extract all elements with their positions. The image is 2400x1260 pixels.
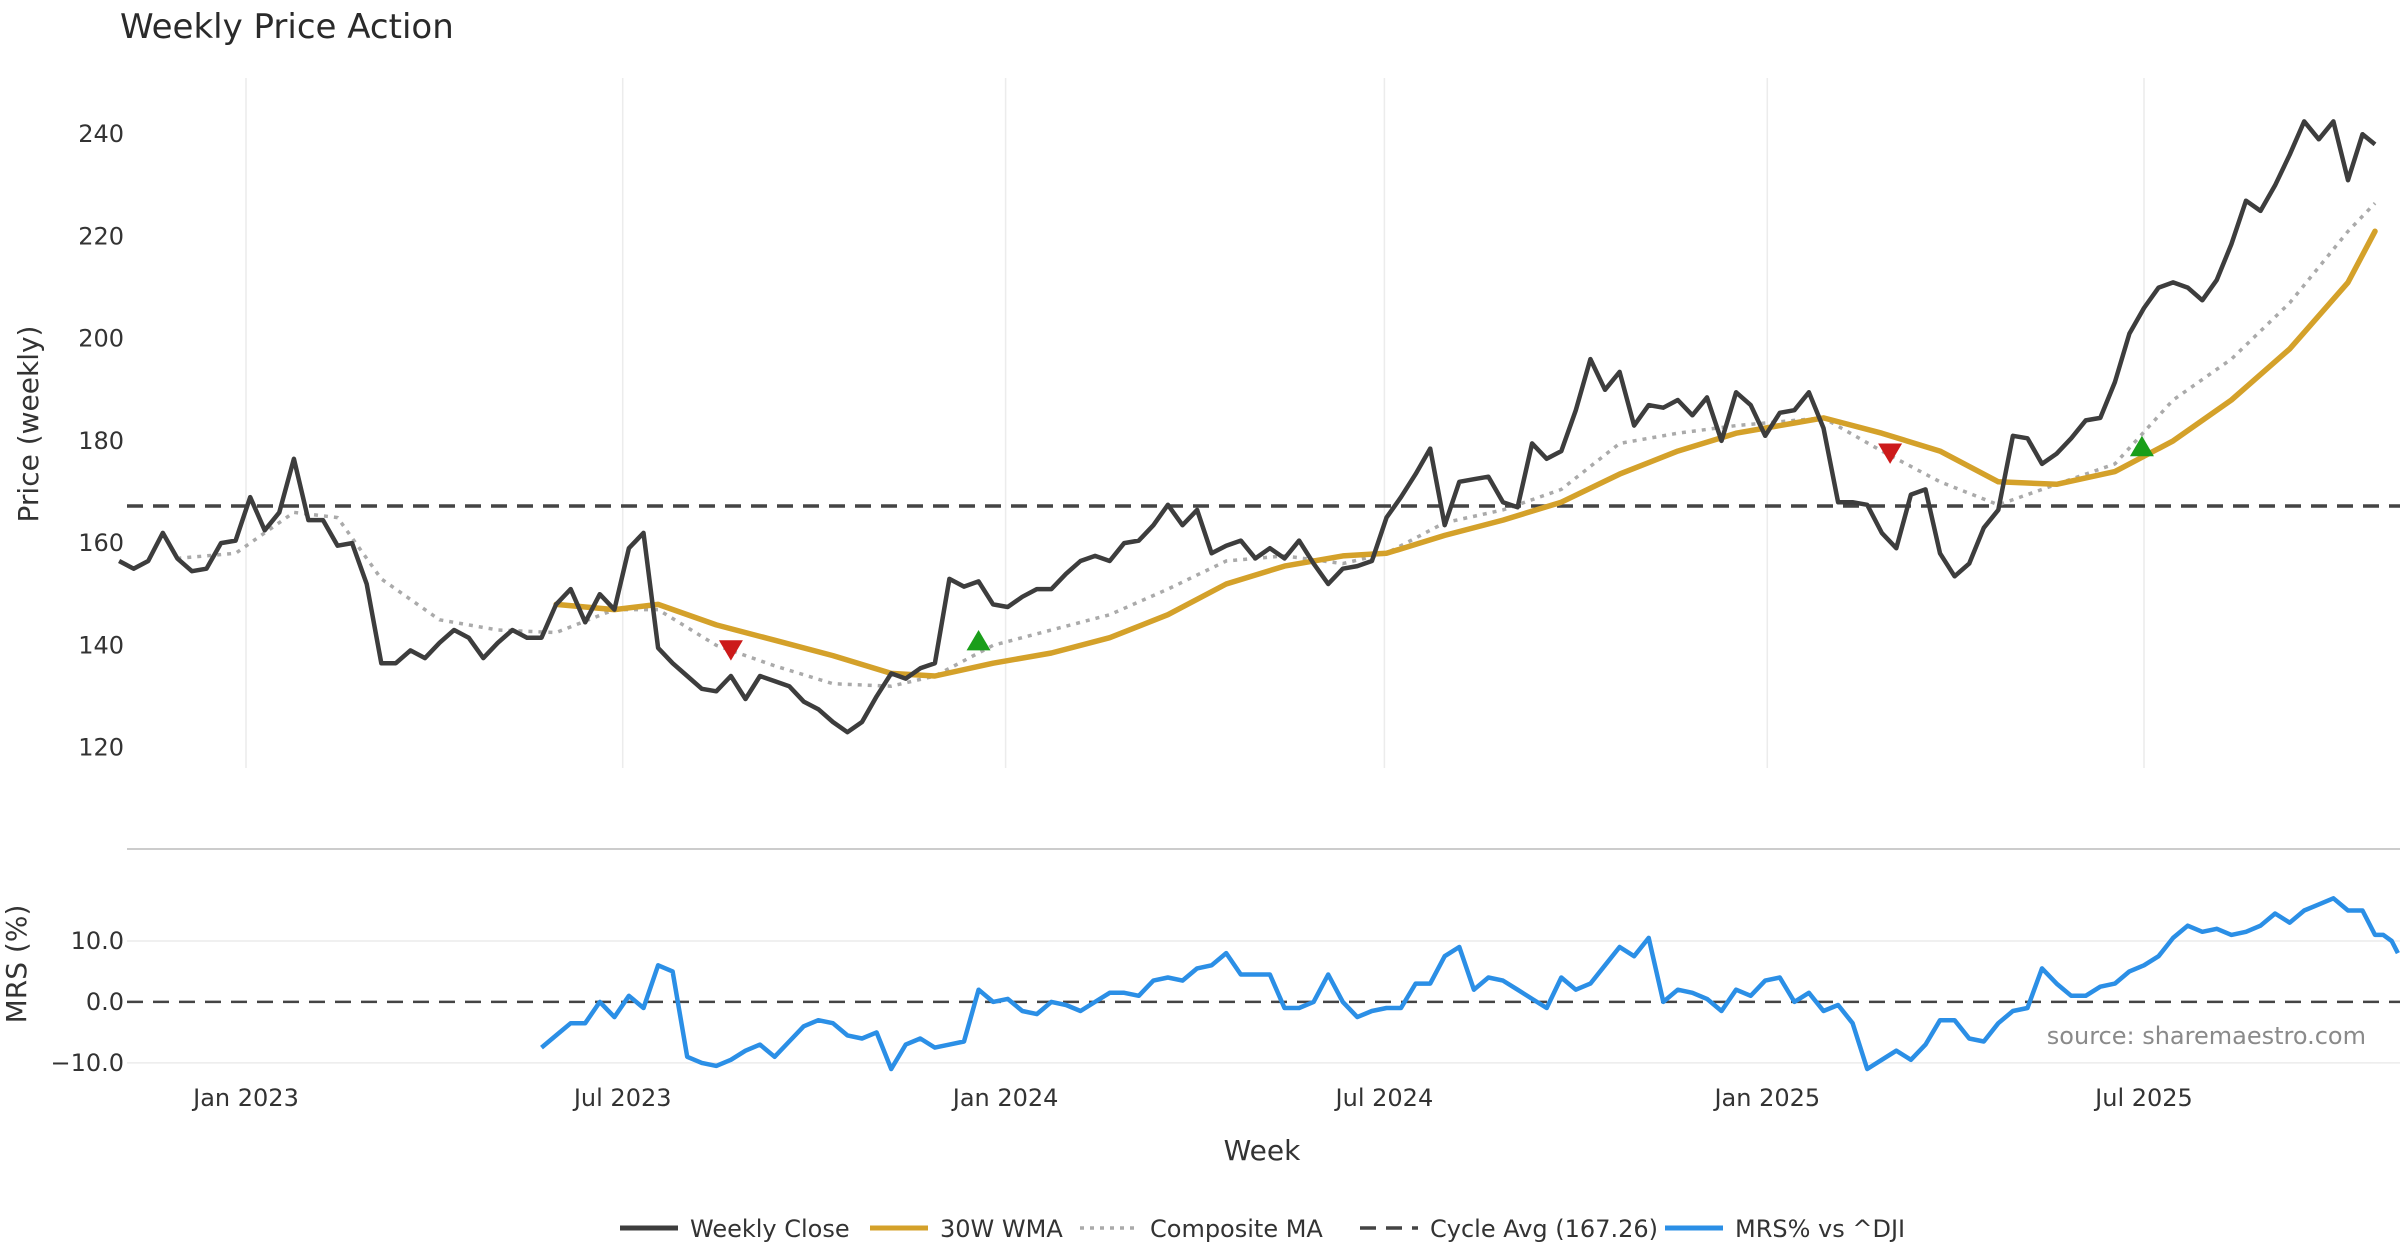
legend-label: MRS% vs ^DJI	[1735, 1215, 1905, 1243]
price-y-tick-label: 120	[78, 734, 124, 762]
x-axis: Jan 2023 Jul 2023 Jan 2024 Jul 2024 Jan 2025…	[191, 1084, 2193, 1112]
sell-signal-marker	[718, 640, 743, 661]
legend-item: Cycle Avg (167.26)	[1360, 1215, 1658, 1243]
price-panel: 120 140 160 180 200 220 240	[78, 119, 2400, 762]
sell-signal-marker	[1878, 443, 1903, 464]
legend: Weekly Close 30W WMA Composite MA Cycle Avg…	[620, 1215, 1905, 1243]
legend-label: Cycle Avg (167.26)	[1430, 1215, 1658, 1243]
x-tick-label: Jan 2024	[951, 1084, 1059, 1112]
legend-item: Composite MA	[1080, 1215, 1323, 1243]
buy-signal-marker	[966, 630, 991, 651]
price-axis-title: Price (weekly)	[12, 326, 45, 523]
mrs-axis-title: MRS (%)	[0, 905, 33, 1024]
mrs-y-tick-label: −10.0	[50, 1049, 124, 1077]
legend-label: Weekly Close	[690, 1215, 850, 1243]
x-axis-title: Week	[1224, 1134, 1301, 1167]
mrs-panel: −10.0 0.0 10.0	[50, 896, 2400, 1077]
price-y-tick-label: 180	[78, 427, 124, 455]
x-tick-label: Jul 2024	[1334, 1084, 1434, 1112]
buy-signal-marker	[2129, 435, 2154, 457]
x-tick-label: Jul 2023	[572, 1084, 672, 1112]
price-y-tick-label: 220	[78, 222, 124, 250]
legend-label: 30W WMA	[940, 1215, 1063, 1243]
price-y-tick-label: 200	[78, 325, 124, 353]
x-tick-label: Jul 2025	[2093, 1084, 2193, 1112]
grid-layer	[127, 78, 2400, 1064]
x-tick-label: Jan 2023	[191, 1084, 299, 1112]
source-note: source: sharemaestro.com	[2047, 1022, 2366, 1050]
composite-ma-line	[177, 201, 2377, 688]
x-tick-label: Jan 2025	[1712, 1084, 1820, 1112]
legend-item: 30W WMA	[870, 1215, 1063, 1243]
legend-item: MRS% vs ^DJI	[1665, 1215, 1905, 1243]
weekly-close-line	[118, 119, 2377, 735]
mrs-y-tick-label: 0.0	[86, 988, 124, 1016]
mrs-y-tick-label: 10.0	[71, 927, 124, 955]
chart-title: Weekly Price Action	[120, 7, 454, 47]
price-y-tick-label: 160	[78, 529, 124, 557]
legend-item: Weekly Close	[620, 1215, 850, 1243]
legend-label: Composite MA	[1150, 1215, 1323, 1243]
mrs-line	[540, 896, 2400, 1072]
price-y-tick-label: 140	[78, 631, 124, 659]
wma-line	[553, 228, 2378, 679]
price-y-tick-label: 240	[78, 120, 124, 148]
